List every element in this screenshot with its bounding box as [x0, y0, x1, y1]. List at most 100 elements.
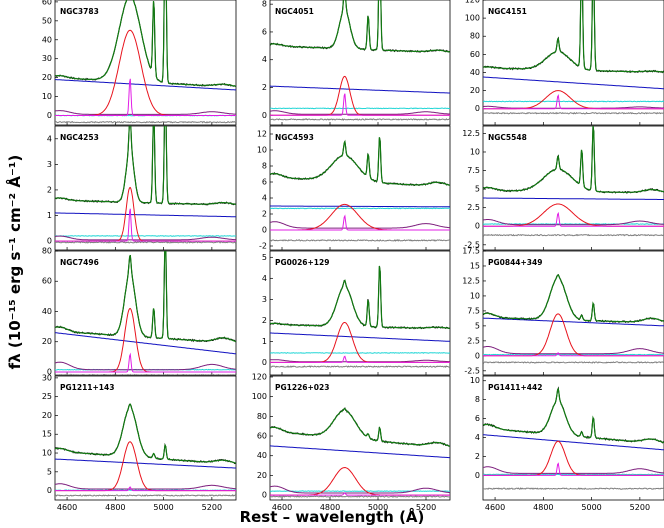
- y-tick-label: 100: [252, 392, 267, 401]
- y-tick-label: 40: [42, 307, 52, 316]
- narrow-hbeta-line: [483, 352, 664, 357]
- feii-line: [270, 485, 450, 494]
- narrow-hbeta-line: [483, 94, 664, 110]
- x-tick-label: 4600: [272, 503, 292, 512]
- y-tick-label: 60: [470, 50, 480, 59]
- panel-frame: [54, 250, 237, 376]
- y-tick-label: 25: [42, 392, 52, 401]
- panel-title: PG1226+023: [275, 383, 329, 392]
- y-tick-label: 10: [470, 376, 480, 385]
- y-tick-label: 3: [262, 295, 267, 304]
- x-tick-label: 4800: [105, 503, 125, 512]
- residual-line: [55, 120, 236, 124]
- host-galaxy-line: [55, 235, 236, 237]
- residual-line: [270, 239, 450, 242]
- spectrum-panel: -2.5 0 2.5 5 7.5 10 12.5 NGC5548: [462, 125, 664, 251]
- residual-line: [483, 361, 664, 364]
- panel-title: NGC3783: [60, 7, 99, 16]
- y-tick-label: 60: [257, 432, 267, 441]
- y-tick-label: 0: [47, 111, 52, 120]
- powerlaw-continuum-line: [483, 197, 664, 200]
- x-tick-label: 4600: [57, 503, 77, 512]
- y-tick-label: 60: [42, 0, 52, 6]
- panel-frame: [54, 375, 237, 501]
- y-tick-label: 120: [465, 0, 480, 5]
- panel-frame: [54, 0, 237, 126]
- panel-title: PG1411+442: [488, 383, 542, 392]
- powerlaw-continuum-line: [270, 332, 450, 342]
- y-tick-label: 7.5: [467, 166, 480, 175]
- y-tick-label: 40: [42, 35, 52, 44]
- y-tick-label: 7.5: [467, 306, 480, 315]
- residual-line: [483, 111, 664, 115]
- y-tick-label: 0: [262, 491, 267, 500]
- y-tick-label: -2.5: [464, 366, 480, 375]
- y-tick-label: 1: [262, 337, 267, 346]
- y-tick-label: 12: [257, 130, 267, 139]
- y-tick-label: 120: [252, 372, 267, 381]
- panel-frame: [54, 125, 237, 251]
- host-galaxy-line: [270, 207, 450, 210]
- model-fit-line: [55, 251, 236, 343]
- x-axis-label: Rest – wavelength (Å): [239, 508, 425, 526]
- spectrum-panel: -2.5 0 2.5 5 7.5 10 12.5 15 17.5 PG0844+349: [462, 247, 664, 376]
- y-tick-label: 0: [262, 226, 267, 235]
- spectrum-panel: 0 1 2 3 4 NGC4253: [47, 125, 237, 251]
- spectrum-panel: 0 5 10 15 20 25 30 4600 4800 5000 5200 PG1211+143: [42, 373, 237, 512]
- y-tick-label: 8: [475, 395, 480, 404]
- residual-line: [270, 117, 450, 121]
- narrow-hbeta-line: [55, 208, 236, 242]
- powerlaw-continuum-line: [55, 458, 236, 469]
- y-tick-label: 0: [475, 222, 480, 231]
- x-tick-label: 5000: [581, 503, 601, 512]
- spectrum-panel: 0 20 40 60 80 NGC7496: [42, 247, 237, 376]
- panel-title: NGC5548: [488, 133, 527, 142]
- panel-frame: [482, 375, 664, 501]
- y-tick-label: 80: [470, 32, 480, 41]
- panel-title: PG0844+349: [488, 258, 542, 267]
- panel-frame: [269, 125, 451, 251]
- powerlaw-continuum-line: [270, 85, 450, 94]
- spectrum-panel: 0 1 2 3 4 5 PG0026+129: [262, 250, 451, 376]
- narrow-hbeta-line: [270, 214, 450, 231]
- y-tick-label: 60: [42, 277, 52, 286]
- y-tick-label: 0: [262, 358, 267, 367]
- y-tick-label: 50: [42, 16, 52, 25]
- y-tick-label: 0: [47, 486, 52, 495]
- y-tick-label: 4: [262, 274, 267, 283]
- host-galaxy-line: [483, 353, 664, 356]
- model-fit-line: [483, 0, 664, 73]
- y-axis-label: fλ (10⁻¹⁵ erg s⁻¹ cm⁻² Å⁻¹): [6, 154, 24, 370]
- model-fit-line: [55, 403, 236, 464]
- powerlaw-continuum-line: [55, 212, 236, 218]
- y-tick-label: 0: [47, 367, 52, 376]
- y-tick-label: 40: [257, 451, 267, 460]
- host-galaxy-line: [483, 473, 664, 476]
- powerlaw-continuum-line: [270, 445, 450, 459]
- y-tick-label: 2.5: [467, 203, 480, 212]
- y-tick-label: 20: [42, 411, 52, 420]
- y-tick-label: 3: [47, 160, 52, 169]
- feii-line: [483, 219, 664, 226]
- panel-title: NGC4151: [488, 7, 527, 16]
- y-tick-label: 12.5: [462, 276, 480, 285]
- narrow-hbeta-line: [55, 78, 236, 116]
- y-tick-label: 30: [42, 54, 52, 63]
- model-fit-line: [55, 126, 236, 205]
- y-tick-label: 10: [470, 147, 480, 156]
- y-tick-label: 10: [470, 291, 480, 300]
- residual-line: [270, 365, 450, 369]
- y-tick-label: 5: [475, 321, 480, 330]
- residual-line: [55, 240, 236, 244]
- model-fit-line: [483, 387, 664, 444]
- narrow-hbeta-line: [270, 492, 450, 496]
- residual-line: [483, 487, 664, 490]
- y-tick-label: 30: [42, 373, 52, 382]
- panel-frame: [269, 250, 451, 376]
- host-galaxy-line: [270, 490, 450, 492]
- x-tick-label: 4800: [320, 503, 340, 512]
- narrow-hbeta-line: [55, 352, 236, 373]
- feii-line: [55, 110, 236, 115]
- powerlaw-continuum-line: [483, 76, 664, 90]
- y-tick-label: 0: [475, 471, 480, 480]
